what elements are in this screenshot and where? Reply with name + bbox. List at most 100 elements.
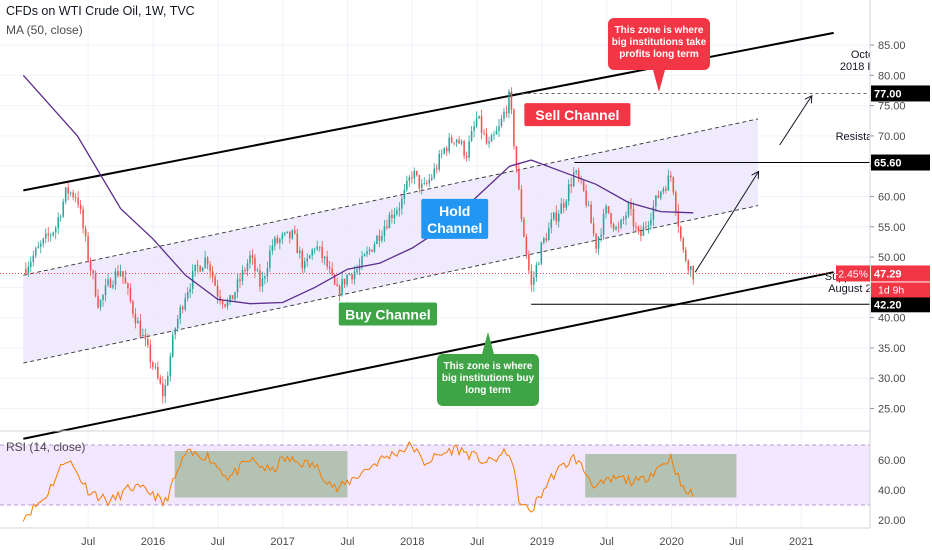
- candle: [575, 169, 577, 175]
- candle: [565, 198, 567, 211]
- candle-body: [665, 188, 667, 191]
- candle: [236, 273, 239, 298]
- time-axis-tick-label: Jul: [81, 536, 95, 548]
- candle: [74, 193, 77, 203]
- candle-body: [72, 192, 74, 198]
- candle-body: [368, 249, 371, 252]
- price-axis-tick-label: 55.00: [878, 222, 906, 234]
- candle: [523, 216, 525, 238]
- candle: [445, 145, 448, 156]
- candle-body: [104, 285, 107, 296]
- candle-body: [271, 245, 274, 251]
- candle: [438, 149, 440, 172]
- candle-body: [411, 177, 413, 179]
- candle-body: [480, 115, 483, 133]
- candle: [393, 207, 396, 224]
- candle-body: [74, 197, 77, 199]
- candle-body: [483, 132, 485, 134]
- candle-body: [331, 268, 333, 275]
- candle-body: [47, 233, 50, 236]
- candle: [259, 263, 261, 292]
- candle: [186, 287, 189, 302]
- candle: [677, 204, 680, 233]
- candle: [550, 212, 553, 234]
- candle-body: [286, 231, 289, 233]
- candle-body: [425, 183, 428, 184]
- candle: [625, 211, 627, 226]
- candle-body: [635, 226, 637, 228]
- candle-body: [189, 288, 191, 293]
- candle: [39, 240, 42, 254]
- candle-body: [570, 184, 572, 187]
- candle-body: [470, 131, 473, 142]
- candle-body: [363, 254, 366, 257]
- candle-body: [388, 214, 391, 229]
- candle-body: [443, 148, 445, 154]
- candle: [167, 371, 169, 387]
- candle-body: [266, 268, 269, 277]
- candle: [343, 278, 346, 288]
- candle-body: [256, 270, 259, 272]
- candle: [577, 167, 580, 183]
- candle: [632, 201, 635, 234]
- candle: [274, 235, 276, 251]
- october-2018-high-tag-box: [871, 85, 930, 102]
- candle: [670, 171, 672, 182]
- candle: [57, 212, 59, 235]
- candle: [134, 308, 137, 329]
- candle-body: [376, 235, 378, 245]
- candle: [59, 214, 62, 222]
- candle-body: [622, 218, 625, 220]
- candle: [580, 175, 582, 185]
- candle-body: [308, 255, 311, 259]
- candle: [630, 198, 632, 216]
- candle: [450, 134, 453, 144]
- candle-body: [152, 362, 154, 368]
- candle-body: [346, 275, 348, 285]
- candle: [363, 253, 366, 257]
- candle: [234, 291, 236, 302]
- candle-body: [37, 246, 40, 249]
- candle-body: [44, 233, 47, 239]
- hold-channel-lower-line: [23, 205, 759, 364]
- candle-body: [316, 246, 318, 250]
- time-axis-tick-label: Jul: [470, 536, 484, 548]
- ma-indicator-label[interactable]: MA (50, close): [6, 23, 83, 37]
- candle-body: [533, 277, 535, 285]
- change-chip-box: [836, 265, 870, 282]
- candle: [480, 109, 483, 140]
- candle: [682, 236, 685, 253]
- candle: [229, 294, 231, 306]
- candle: [102, 294, 104, 307]
- buy-channel-label-text: Buy Channel: [345, 306, 431, 322]
- rsi-axis-tick-label: 40.00: [878, 485, 906, 497]
- price-axis-tick-label: 40.00: [878, 313, 906, 325]
- time-axis-tick-label: 2019: [530, 536, 554, 548]
- candle-body: [62, 201, 64, 217]
- candle-body: [371, 249, 373, 252]
- chart-title[interactable]: CFDs on WTI Crude Oil, 1W, TVC: [6, 4, 195, 18]
- candle: [470, 126, 473, 142]
- candle: [612, 222, 615, 232]
- candle: [84, 225, 87, 242]
- candle: [557, 210, 560, 228]
- countdown-tag: 1d 9h: [878, 284, 904, 296]
- candle-body: [199, 266, 201, 272]
- candle: [179, 304, 182, 325]
- candle-body: [595, 233, 597, 249]
- rsi-indicator-label[interactable]: RSI (14, close): [6, 440, 86, 454]
- candle: [144, 328, 147, 347]
- candle: [124, 270, 127, 284]
- candle-body: [114, 271, 117, 285]
- candle: [246, 259, 249, 277]
- candle: [425, 179, 428, 187]
- candle: [281, 231, 284, 245]
- candle-body: [216, 285, 219, 297]
- candle-body: [67, 187, 69, 194]
- time-axis-tick-label: 2021: [789, 536, 813, 548]
- candle: [650, 212, 652, 230]
- candle-body: [194, 264, 196, 272]
- candle: [291, 229, 294, 240]
